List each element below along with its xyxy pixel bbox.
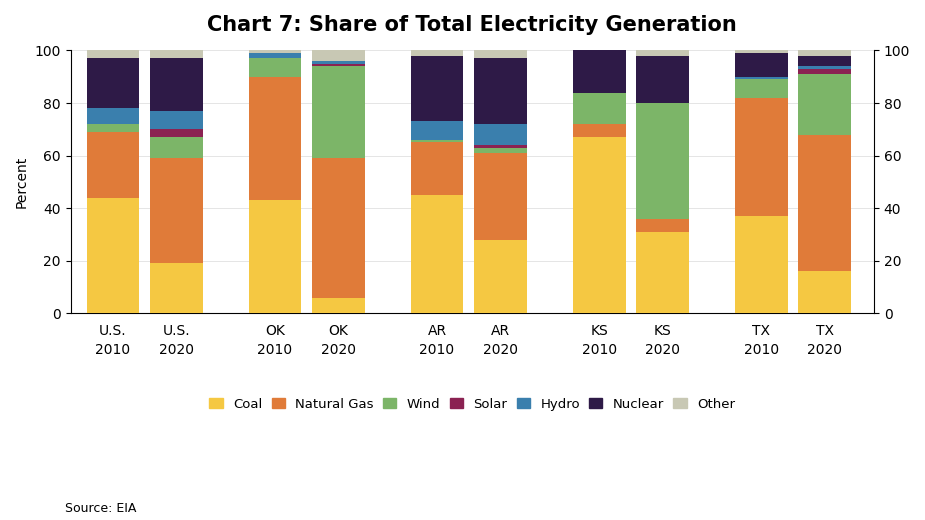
- Bar: [734, 50, 787, 53]
- Bar: [150, 58, 203, 111]
- Text: Source: EIA: Source: EIA: [65, 502, 136, 515]
- Bar: [150, 137, 203, 158]
- Bar: [798, 66, 851, 69]
- Y-axis label: Percent: Percent: [15, 156, 29, 208]
- Bar: [411, 50, 463, 56]
- Bar: [249, 77, 302, 200]
- Bar: [573, 137, 625, 314]
- Title: Chart 7: Share of Total Electricity Generation: Chart 7: Share of Total Electricity Gene…: [207, 15, 737, 35]
- Bar: [249, 58, 302, 77]
- Bar: [474, 148, 527, 153]
- Bar: [734, 53, 787, 77]
- Bar: [312, 158, 364, 297]
- Bar: [312, 66, 364, 158]
- Bar: [411, 140, 463, 142]
- Bar: [573, 93, 625, 124]
- Bar: [573, 124, 625, 137]
- Bar: [474, 240, 527, 314]
- Bar: [150, 50, 203, 58]
- Bar: [87, 58, 140, 108]
- Bar: [87, 124, 140, 132]
- Bar: [573, 50, 625, 93]
- Bar: [150, 129, 203, 137]
- Bar: [636, 232, 689, 314]
- Bar: [411, 142, 463, 195]
- Bar: [474, 50, 527, 58]
- Bar: [636, 50, 689, 56]
- Bar: [474, 145, 527, 148]
- Bar: [411, 56, 463, 122]
- Bar: [87, 198, 140, 314]
- Bar: [734, 77, 787, 80]
- Bar: [312, 297, 364, 314]
- Bar: [87, 132, 140, 198]
- Bar: [150, 111, 203, 129]
- Bar: [734, 80, 787, 98]
- Bar: [312, 50, 364, 61]
- Bar: [798, 271, 851, 314]
- Bar: [798, 56, 851, 66]
- Bar: [798, 135, 851, 271]
- Bar: [87, 108, 140, 124]
- Bar: [312, 63, 364, 66]
- Bar: [474, 153, 527, 240]
- Bar: [734, 216, 787, 314]
- Bar: [798, 69, 851, 74]
- Bar: [636, 56, 689, 103]
- Bar: [249, 53, 302, 58]
- Bar: [150, 264, 203, 314]
- Bar: [474, 58, 527, 124]
- Bar: [249, 200, 302, 314]
- Bar: [798, 74, 851, 135]
- Bar: [636, 219, 689, 232]
- Bar: [636, 103, 689, 219]
- Bar: [474, 124, 527, 145]
- Bar: [312, 61, 364, 63]
- Bar: [798, 50, 851, 56]
- Bar: [150, 158, 203, 264]
- Bar: [734, 98, 787, 216]
- Bar: [249, 50, 302, 53]
- Bar: [411, 122, 463, 140]
- Legend: Coal, Natural Gas, Wind, Solar, Hydro, Nuclear, Other: Coal, Natural Gas, Wind, Solar, Hydro, N…: [205, 394, 739, 414]
- Bar: [87, 50, 140, 58]
- Bar: [411, 195, 463, 314]
